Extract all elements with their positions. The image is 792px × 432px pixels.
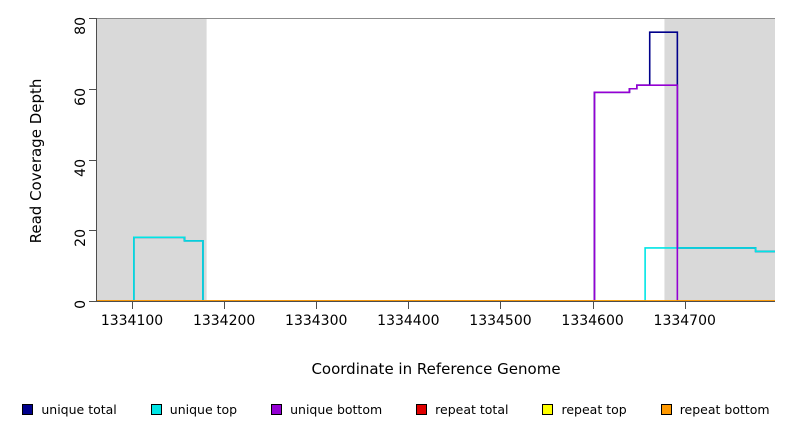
y-tick-label: 40 — [73, 159, 89, 177]
legend-swatch-icon — [416, 404, 427, 415]
x-tick-mark — [685, 302, 686, 309]
y-tick-mark — [89, 230, 96, 231]
x-tick-mark — [408, 302, 409, 309]
legend-item-unique-bottom[interactable]: unique bottom — [271, 402, 382, 417]
y-axis: 020406080 — [0, 0, 97, 320]
x-tick-mark — [316, 302, 317, 309]
x-tick-label: 1334100 — [101, 313, 163, 329]
plot-area — [97, 18, 775, 301]
legend-item-repeat-bottom[interactable]: repeat bottom — [661, 402, 770, 417]
legend-swatch-icon — [661, 404, 672, 415]
x-axis-title: Coordinate in Reference Genome — [97, 360, 775, 378]
legend-swatch-icon — [151, 404, 162, 415]
x-tick-label: 1334600 — [561, 313, 623, 329]
legend-swatch-icon — [271, 404, 282, 415]
x-tick-label: 1334400 — [377, 313, 439, 329]
legend-label: unique total — [41, 402, 116, 417]
legend-item-unique-top[interactable]: unique top — [151, 402, 237, 417]
legend-label: unique bottom — [290, 402, 382, 417]
legend-item-repeat-total[interactable]: repeat total — [416, 402, 508, 417]
legend-label: repeat bottom — [680, 402, 770, 417]
x-tick-label: 1334300 — [285, 313, 347, 329]
legend-label: repeat top — [561, 402, 626, 417]
x-axis-line — [97, 301, 775, 302]
y-tick-label: 20 — [73, 229, 89, 247]
shaded-region-repeat-region-right — [664, 18, 775, 301]
legend: unique total unique top unique bottom repea… — [0, 398, 792, 420]
y-tick-label: 80 — [73, 17, 89, 35]
x-tick-mark — [593, 302, 594, 309]
coverage-plot-figure: Read Coverage Depth 020406080 1334100133… — [0, 0, 792, 432]
legend-swatch-icon — [22, 404, 33, 415]
legend-swatch-icon — [542, 404, 553, 415]
x-axis: 1334100 1334200 1334300 1334400 1334500 13346… — [0, 301, 792, 361]
legend-label: repeat total — [435, 402, 508, 417]
y-tick-mark — [89, 160, 96, 161]
x-tick-label: 1334500 — [469, 313, 531, 329]
x-tick-label: 1334200 — [193, 313, 255, 329]
legend-label: unique top — [170, 402, 237, 417]
x-tick-label: 1334700 — [654, 313, 716, 329]
legend-item-repeat-top[interactable]: repeat top — [542, 402, 626, 417]
y-tick-mark — [89, 89, 96, 90]
legend-item-unique-total[interactable]: unique total — [22, 402, 116, 417]
y-tick-mark — [89, 18, 96, 19]
shaded-region-repeat-region-left — [97, 18, 207, 301]
plot-svg — [97, 18, 775, 301]
x-tick-mark — [500, 302, 501, 309]
y-tick-label: 60 — [73, 88, 89, 106]
x-tick-mark — [132, 302, 133, 309]
x-tick-mark — [224, 302, 225, 309]
